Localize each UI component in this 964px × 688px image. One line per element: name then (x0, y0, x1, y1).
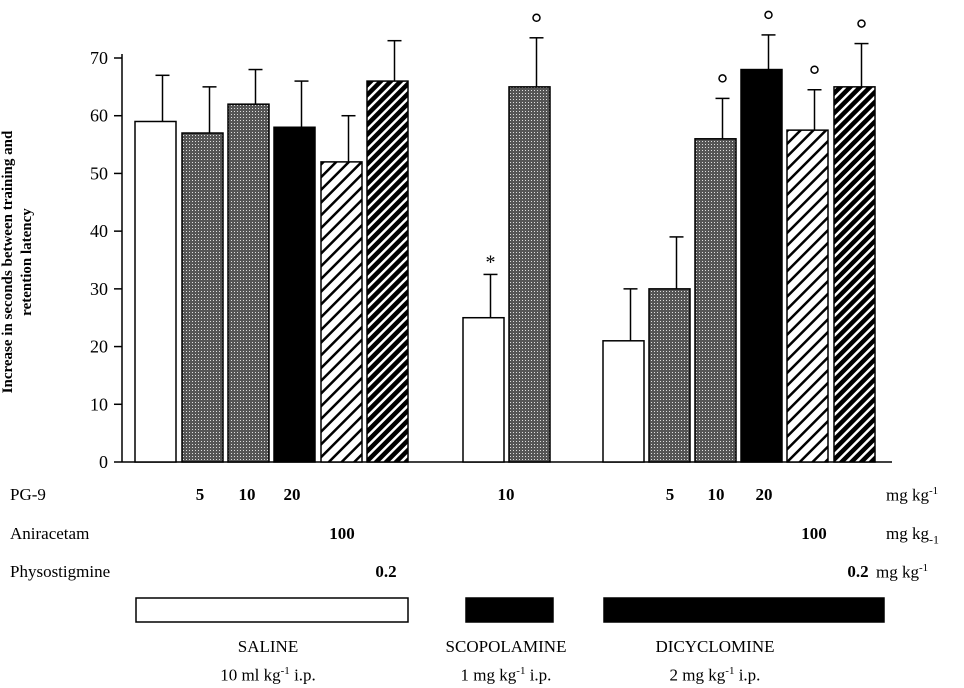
y-axis-label-line-2: retention latency (19, 208, 35, 316)
bar (462, 316, 505, 463)
y-tick-label: 60 (90, 106, 108, 126)
pg9-value: 10 (707, 485, 725, 504)
significance-marker (857, 19, 866, 28)
treatment-band (465, 597, 554, 623)
bar (227, 103, 270, 463)
pg9-unit: mg kg-1 (886, 485, 938, 506)
bar (786, 129, 829, 463)
pg9-value: 20 (283, 485, 301, 504)
aniracetam-value: 100 (801, 524, 827, 543)
group-route: i.p. (525, 665, 552, 685)
physostigmine-unit: mg kg-1 (876, 562, 928, 583)
group-label-dicyclomine: DICYCLOMINE 2 mg kg-1 i.p. (656, 634, 775, 688)
row-label-physostigmine: Physostigmine (10, 562, 111, 581)
aniracetam-unit-exponent: -1 (928, 532, 939, 547)
physostigmine-unit-text: mg kg (876, 562, 919, 582)
bar (648, 288, 691, 463)
bar (694, 138, 737, 463)
bar (833, 86, 876, 463)
y-tick-label: 10 (90, 394, 108, 414)
treatment-bands (135, 597, 885, 623)
pg9-value: 20 (755, 485, 773, 504)
bar (508, 86, 551, 463)
group-name: SCOPOLAMINE (445, 637, 567, 656)
group-dose: 10 ml kg-1 i.p. (220, 659, 316, 688)
bar (181, 132, 224, 463)
bar (740, 68, 783, 463)
pg9-unit-text: mg kg (886, 485, 929, 505)
aniracetam-unit: mg kg-1 (886, 524, 939, 547)
treatment-band (135, 597, 409, 623)
group-name: DICYCLOMINE (655, 637, 775, 656)
group-route: i.p. (289, 665, 316, 685)
significance-marker (532, 13, 541, 23)
y-tick-label: 40 (90, 221, 108, 241)
y-axis-label-line-1: Increase in seconds between training and (0, 130, 16, 394)
y-tick-label: 70 (90, 48, 108, 68)
bar (320, 161, 363, 463)
y-tick-label: 50 (90, 163, 108, 183)
group-dose-exponent: -1 (280, 665, 290, 677)
bar (134, 120, 177, 463)
group-label-saline: SALINE 10 ml kg-1 i.p. (220, 634, 316, 688)
physostigmine-value: 0.2 (375, 562, 397, 581)
aniracetam-unit-text: mg kg (886, 524, 929, 543)
significance-marker (718, 74, 727, 83)
bars: * (134, 10, 876, 463)
bar (273, 126, 316, 463)
y-tick-label: 20 (90, 337, 108, 357)
group-dose: 1 mg kg-1 i.p. (446, 659, 567, 688)
y-axis-label: Increase in seconds between training and… (0, 52, 37, 472)
treatment-band (603, 597, 885, 623)
pg9-value: 5 (195, 485, 205, 504)
physostigmine-value: 0.2 (847, 562, 869, 581)
y-tick-label: 30 (90, 279, 108, 299)
group-dose: 2 mg kg-1 i.p. (656, 659, 775, 688)
pg9-unit-exponent: -1 (928, 485, 939, 497)
significance-marker (810, 65, 819, 74)
row-label-aniracetam: Aniracetam (10, 524, 90, 543)
bar (366, 80, 409, 463)
significance-marker: * (486, 251, 496, 273)
physostigmine-unit-exponent: -1 (918, 562, 929, 574)
pg9-value: 10 (497, 485, 515, 504)
row-label-pg9: PG-9 (10, 485, 46, 504)
pg9-value: 10 (238, 485, 256, 504)
group-label-scopolamine: SCOPOLAMINE 1 mg kg-1 i.p. (446, 634, 567, 688)
group-dose-text: 2 mg kg (669, 665, 726, 685)
group-dose-exponent: -1 (725, 665, 735, 677)
group-dose-exponent: -1 (516, 665, 526, 677)
bar (602, 340, 645, 463)
group-dose-text: 10 ml kg (220, 665, 281, 685)
group-dose-text: 1 mg kg (460, 665, 517, 685)
y-tick-label: 0 (99, 452, 108, 472)
significance-marker (764, 10, 773, 20)
group-route: i.p. (734, 665, 761, 685)
aniracetam-value: 100 (329, 524, 355, 543)
group-name: SALINE (237, 637, 299, 656)
pg9-value: 5 (665, 485, 675, 504)
